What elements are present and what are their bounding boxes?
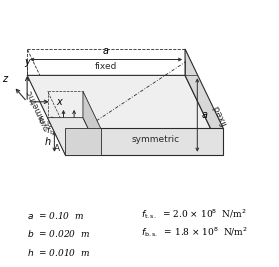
Text: $y$: $y$ [25, 57, 33, 69]
Text: $z$: $z$ [2, 74, 9, 84]
Polygon shape [65, 128, 223, 155]
Text: A: A [54, 144, 60, 153]
Text: $h$  = 0.010  m: $h$ = 0.010 m [27, 247, 90, 258]
Text: $b$: $b$ [62, 119, 70, 130]
Text: $b$  = 0.020  m: $b$ = 0.020 m [27, 228, 90, 239]
Polygon shape [83, 91, 101, 155]
Text: $a$  = 0.10  m: $a$ = 0.10 m [27, 210, 85, 221]
Polygon shape [27, 75, 223, 155]
Text: $f_{\mathrm{b.s.}}$  = 1.8 $\times$ 10$^8$  N/m$^2$: $f_{\mathrm{b.s.}}$ = 1.8 $\times$ 10$^8… [141, 225, 248, 239]
Polygon shape [65, 128, 101, 155]
Text: $f_{\mathrm{t.s.}}$: $f_{\mathrm{t.s.}}$ [38, 114, 54, 127]
Polygon shape [47, 118, 101, 155]
Polygon shape [185, 49, 223, 155]
Text: $h$: $h$ [44, 135, 51, 147]
Text: symmetric: symmetric [131, 135, 179, 144]
Text: $a$: $a$ [201, 110, 209, 120]
Text: $a$: $a$ [102, 46, 110, 56]
Text: $x$: $x$ [56, 97, 64, 107]
Text: fixed: fixed [95, 62, 117, 71]
Text: $f_{\mathrm{b.s.}}$: $f_{\mathrm{b.s.}}$ [46, 124, 63, 137]
Text: symmetric: symmetric [25, 88, 52, 132]
Text: fixed: fixed [212, 103, 229, 127]
Text: $b$: $b$ [79, 138, 86, 148]
Text: B: B [54, 129, 60, 139]
Text: $f_{\mathrm{t.s.}}$  = 2.0 $\times$ 10$^8$  N/m$^2$: $f_{\mathrm{t.s.}}$ = 2.0 $\times$ 10$^8… [141, 207, 247, 221]
